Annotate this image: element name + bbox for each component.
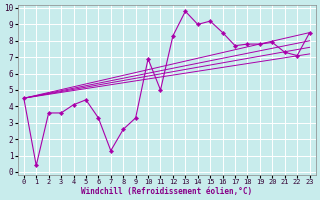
- X-axis label: Windchill (Refroidissement éolien,°C): Windchill (Refroidissement éolien,°C): [81, 187, 252, 196]
